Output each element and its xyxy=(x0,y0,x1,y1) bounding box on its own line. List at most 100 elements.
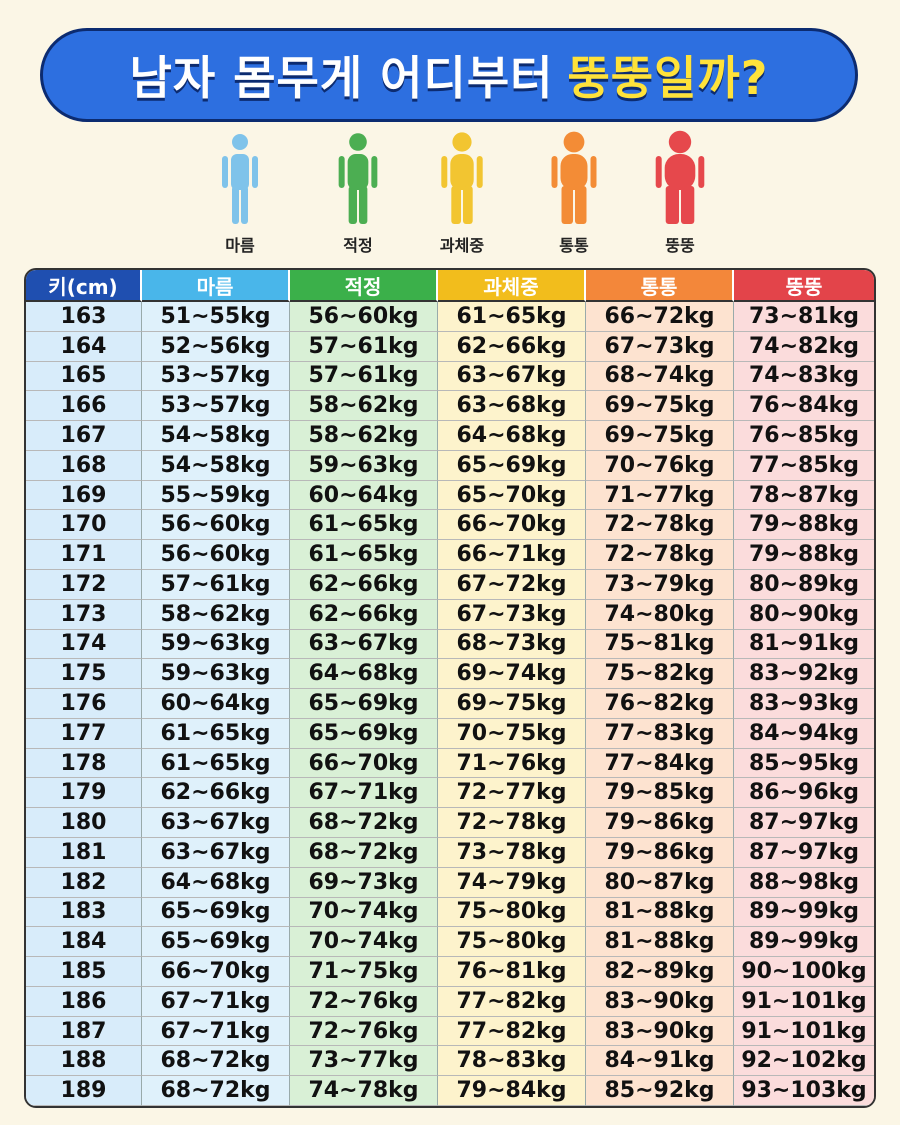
weight-range-cell: 74~82kg xyxy=(734,331,874,362)
weight-range-cell: 53~57kg xyxy=(142,391,290,422)
weight-range-cell: 67~71kg xyxy=(142,986,290,1017)
weight-range-cell: 68~72kg xyxy=(142,1076,290,1106)
weight-table: 키(cm) 마름 적정 과체중 통통 뚱뚱 163 51~55kg 56~60kg 61~65kg… xyxy=(24,268,876,1108)
height-cell: 179 xyxy=(26,778,142,809)
weight-range-cell: 74~78kg xyxy=(290,1076,438,1106)
weight-range-cell: 66~71kg xyxy=(438,540,586,570)
weight-range-cell: 88~98kg xyxy=(734,867,874,898)
weight-range-cell: 77~83kg xyxy=(586,718,734,749)
weight-range-cell: 83~92kg xyxy=(734,659,874,690)
weight-range-cell: 70~76kg xyxy=(586,450,734,481)
weight-range-cell: 83~90kg xyxy=(586,1016,734,1047)
weight-range-cell: 61~65kg xyxy=(142,748,290,779)
weight-range-cell: 58~62kg xyxy=(290,391,438,422)
column-header: 과체중 xyxy=(438,270,586,302)
weight-range-cell: 75~80kg xyxy=(438,897,586,928)
weight-range-cell: 65~69kg xyxy=(290,689,438,719)
weight-range-cell: 72~76kg xyxy=(290,1016,438,1047)
weight-range-cell: 75~81kg xyxy=(586,629,734,660)
weight-range-cell: 59~63kg xyxy=(142,659,290,690)
figure-label: 적정 xyxy=(343,236,373,255)
height-cell: 170 xyxy=(26,510,142,541)
weight-range-cell: 77~85kg xyxy=(734,450,874,481)
weight-range-cell: 89~99kg xyxy=(734,927,874,958)
weight-range-cell: 69~73kg xyxy=(290,867,438,898)
figure-label: 마름 xyxy=(225,236,255,255)
weight-range-cell: 63~67kg xyxy=(142,838,290,868)
weight-range-cell: 72~78kg xyxy=(438,808,586,838)
weight-range-cell: 67~72kg xyxy=(438,570,586,600)
weight-range-cell: 65~69kg xyxy=(142,927,290,958)
height-cell: 172 xyxy=(26,570,142,600)
weight-range-cell: 57~61kg xyxy=(290,361,438,392)
weight-range-cell: 76~84kg xyxy=(734,391,874,422)
weight-range-cell: 53~57kg xyxy=(142,361,290,392)
weight-range-cell: 77~82kg xyxy=(438,986,586,1017)
figure-5: 뚱뚱 xyxy=(620,128,740,256)
weight-range-cell: 63~67kg xyxy=(438,361,586,392)
weight-range-cell: 79~88kg xyxy=(734,540,874,570)
height-cell: 189 xyxy=(26,1076,142,1106)
weight-range-cell: 72~78kg xyxy=(586,540,734,570)
weight-range-cell: 58~62kg xyxy=(290,421,438,451)
weight-range-cell: 63~68kg xyxy=(438,391,586,422)
height-cell: 178 xyxy=(26,748,142,779)
weight-range-cell: 70~74kg xyxy=(290,927,438,958)
figure-2: 적정 xyxy=(298,128,418,256)
weight-range-cell: 64~68kg xyxy=(142,867,290,898)
weight-range-cell: 80~87kg xyxy=(586,867,734,898)
weight-range-cell: 82~89kg xyxy=(586,957,734,987)
weight-range-cell: 74~83kg xyxy=(734,361,874,392)
height-cell: 165 xyxy=(26,361,142,392)
weight-range-cell: 65~70kg xyxy=(438,480,586,511)
weight-range-cell: 62~66kg xyxy=(290,599,438,630)
weight-range-cell: 72~78kg xyxy=(586,510,734,541)
title-highlight: 뚱뚱일까? xyxy=(567,51,769,105)
weight-range-cell: 62~66kg xyxy=(290,570,438,600)
person-silhouette-icon xyxy=(441,132,483,224)
weight-range-cell: 79~86kg xyxy=(586,838,734,868)
weight-range-cell: 87~97kg xyxy=(734,838,874,868)
weight-range-cell: 79~85kg xyxy=(586,778,734,809)
person-silhouette-icon xyxy=(338,133,378,224)
weight-range-cell: 67~73kg xyxy=(438,599,586,630)
height-cell: 180 xyxy=(26,808,142,838)
weight-range-cell: 56~60kg xyxy=(142,540,290,570)
height-cell: 168 xyxy=(26,450,142,481)
height-cell: 181 xyxy=(26,838,142,868)
weight-range-cell: 68~72kg xyxy=(290,808,438,838)
figure-1: 마름 xyxy=(180,128,300,256)
weight-range-cell: 67~71kg xyxy=(142,1016,290,1047)
weight-range-cell: 68~72kg xyxy=(290,838,438,868)
height-cell: 164 xyxy=(26,331,142,362)
weight-range-cell: 56~60kg xyxy=(142,510,290,541)
weight-range-cell: 60~64kg xyxy=(142,689,290,719)
height-cell: 173 xyxy=(26,599,142,630)
weight-range-cell: 54~58kg xyxy=(142,421,290,451)
weight-range-cell: 61~65kg xyxy=(142,718,290,749)
weight-range-cell: 52~56kg xyxy=(142,331,290,362)
figure-label: 통통 xyxy=(559,236,589,255)
weight-range-cell: 73~78kg xyxy=(438,838,586,868)
height-cell: 183 xyxy=(26,897,142,928)
weight-range-cell: 55~59kg xyxy=(142,480,290,511)
weight-range-cell: 65~69kg xyxy=(438,450,586,481)
person-silhouette-icon xyxy=(222,134,258,224)
weight-range-cell: 54~58kg xyxy=(142,450,290,481)
column-header: 키(cm) xyxy=(26,270,142,302)
title-main: 남자 몸무게 어디부터 xyxy=(129,51,554,105)
weight-range-cell: 61~65kg xyxy=(438,302,586,332)
weight-range-cell: 74~79kg xyxy=(438,867,586,898)
weight-range-cell: 69~75kg xyxy=(586,391,734,422)
weight-range-cell: 77~84kg xyxy=(586,748,734,779)
person-silhouette-icon xyxy=(551,131,597,224)
weight-range-cell: 84~94kg xyxy=(734,718,874,749)
weight-range-cell: 81~88kg xyxy=(586,927,734,958)
weight-range-cell: 51~55kg xyxy=(142,302,290,332)
column-header: 통통 xyxy=(586,270,734,302)
weight-range-cell: 68~74kg xyxy=(586,361,734,392)
weight-range-cell: 75~82kg xyxy=(586,659,734,690)
weight-range-cell: 72~76kg xyxy=(290,986,438,1017)
weight-range-cell: 68~72kg xyxy=(142,1046,290,1077)
weight-range-cell: 57~61kg xyxy=(290,331,438,362)
